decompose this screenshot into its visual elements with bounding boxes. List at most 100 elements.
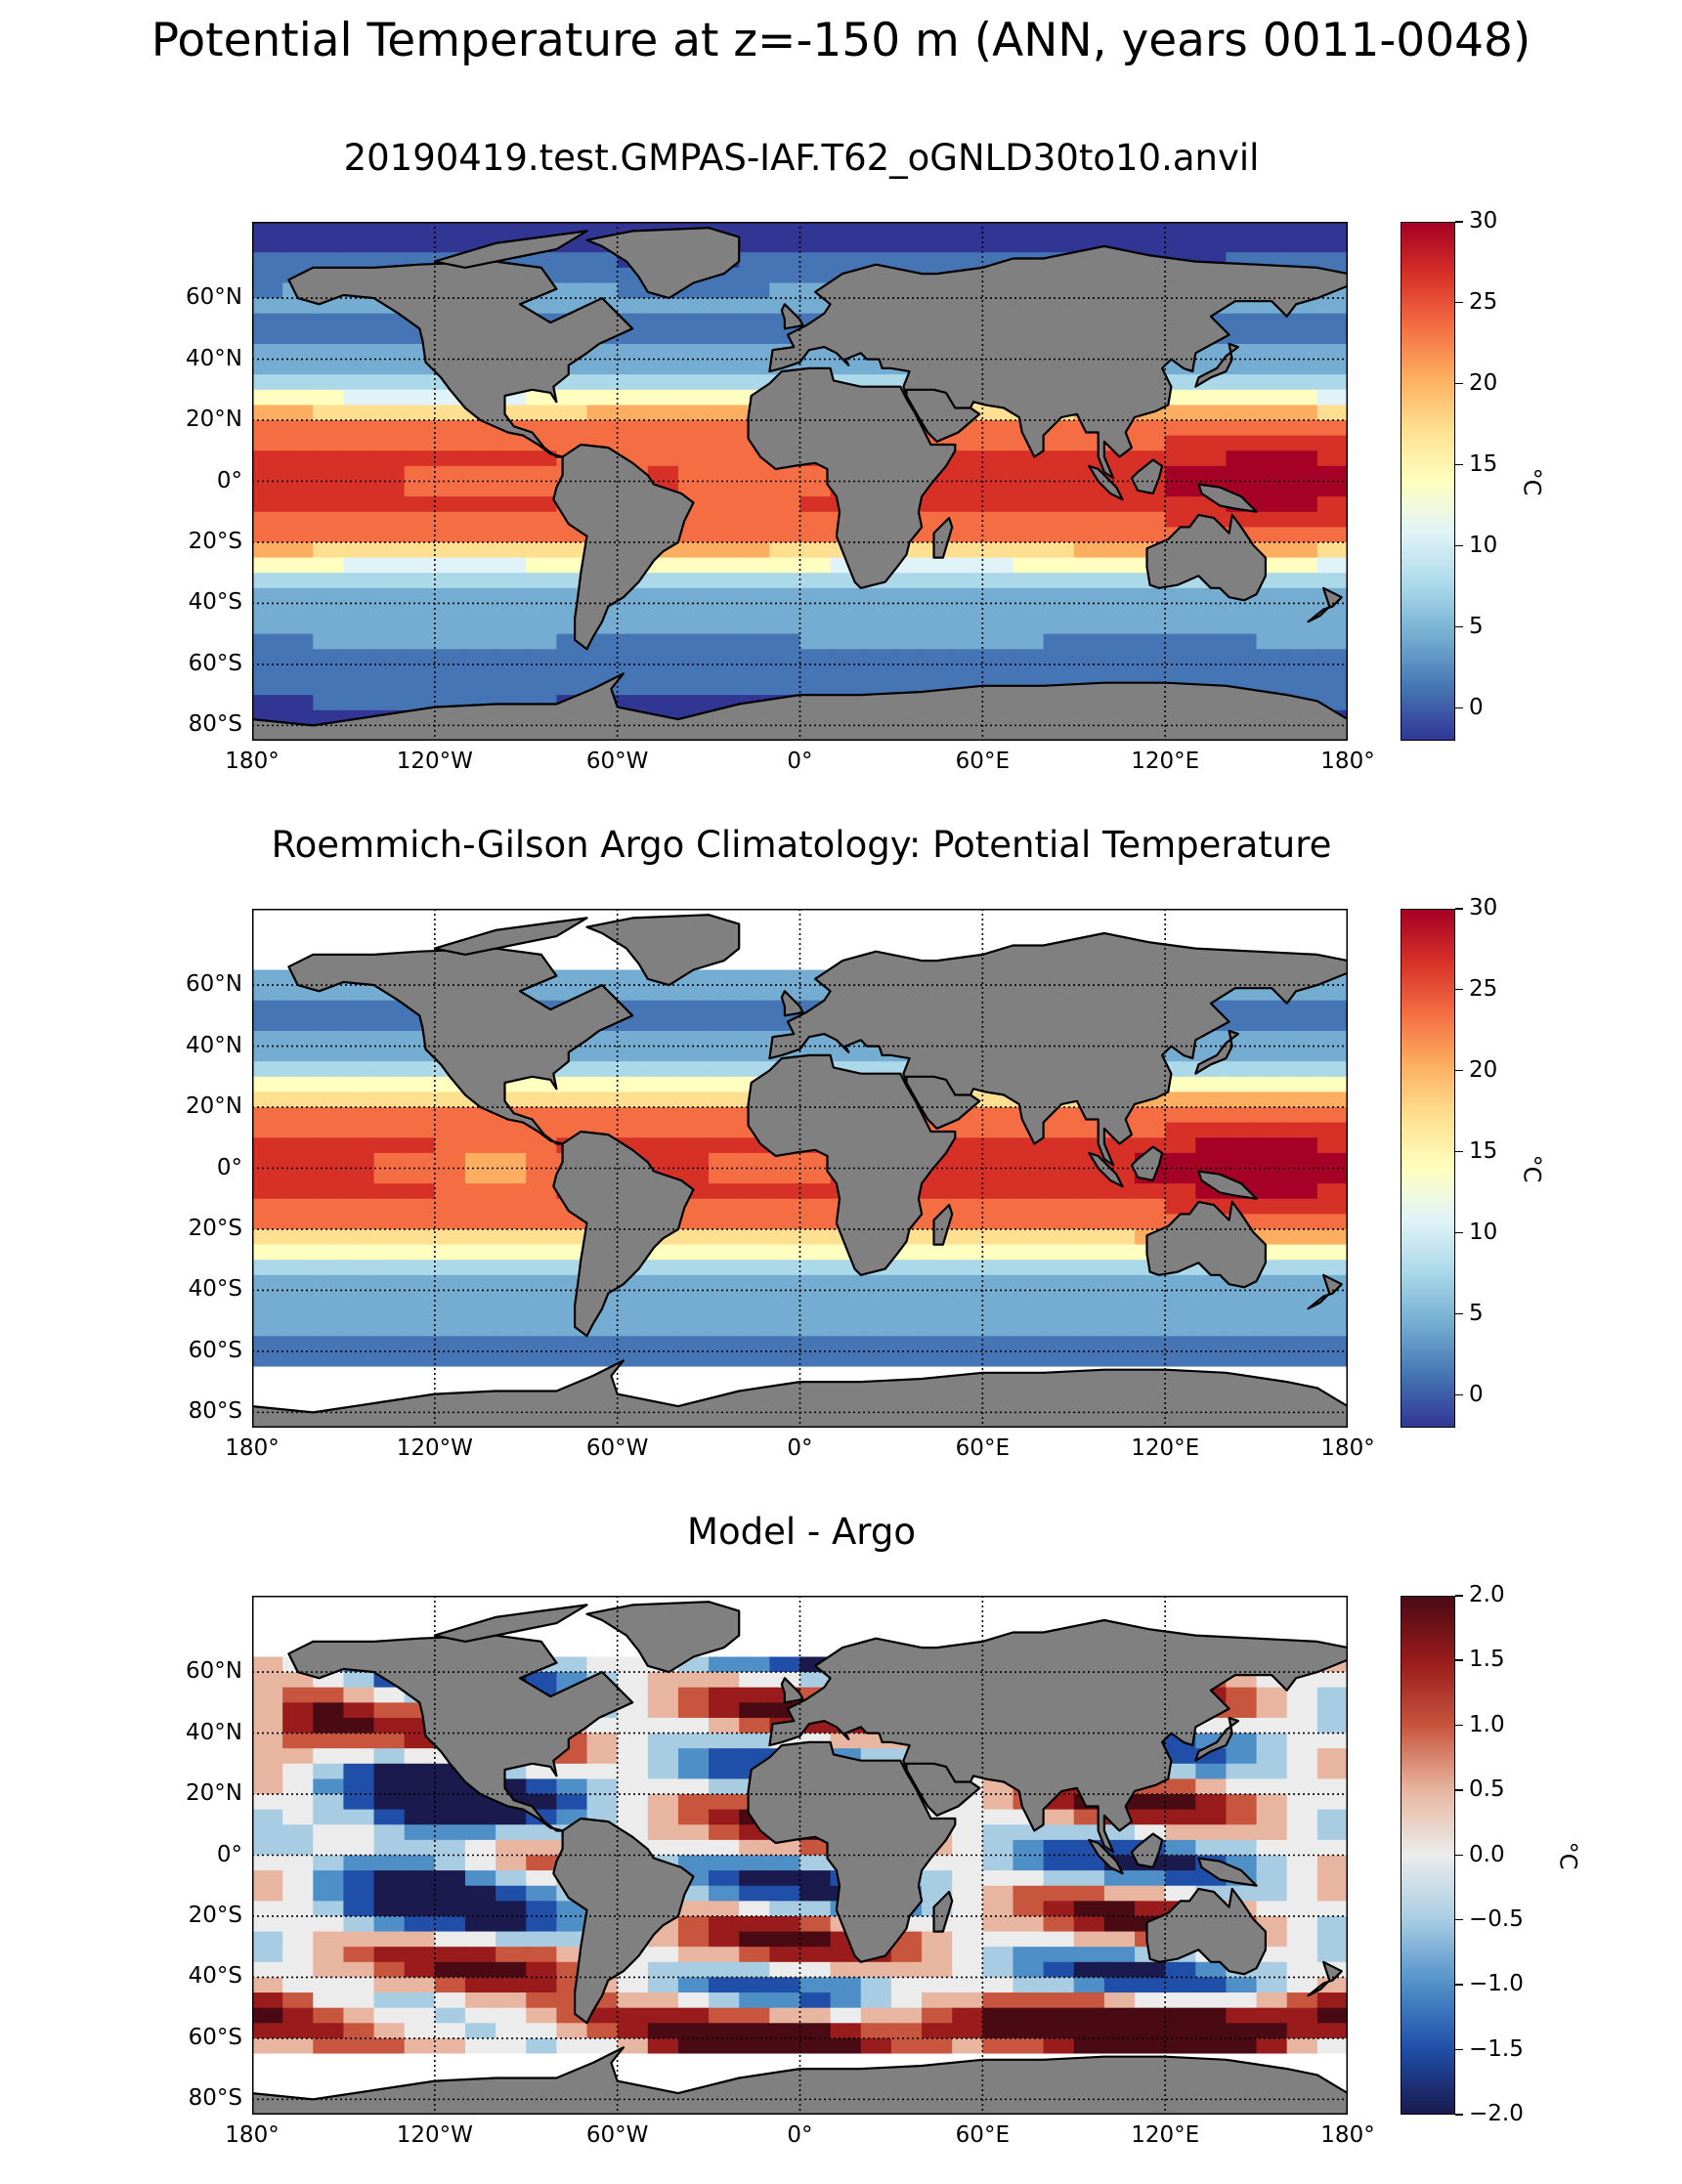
colorbar-tick-mark xyxy=(1455,1918,1463,1921)
lat-tick-label: 80°S xyxy=(188,711,242,738)
colorbar-tick-label: −1.5 xyxy=(1469,2035,1524,2062)
land-madagascar xyxy=(932,1890,954,1933)
map-diff xyxy=(252,1596,1348,2115)
colorbar-obs xyxy=(1401,909,1455,1428)
colorbar-tick-mark xyxy=(1455,2114,1463,2116)
colorbar-units: °C xyxy=(1518,1154,1546,1182)
colorbar-tick-label: 1.5 xyxy=(1469,1647,1505,1673)
colorbar-tick-label: 1.0 xyxy=(1469,1711,1505,1737)
lat-tick-label: 80°S xyxy=(188,1398,242,1425)
lat-tick-label: 40°N xyxy=(186,1032,242,1058)
lon-tick-label: 120°E xyxy=(1131,749,1200,774)
land-newZealand xyxy=(1307,1960,1343,1997)
panel-title-diff: Model - Argo xyxy=(687,1511,916,1553)
land-borneo xyxy=(1130,458,1164,495)
land-australia xyxy=(1145,513,1267,602)
lon-tick-label: 180° xyxy=(1320,749,1375,774)
colorbar-tick-label: 15 xyxy=(1469,1137,1498,1164)
lon-tick-label: 180° xyxy=(225,1435,280,1461)
panel-title-obs: Roemmich-Gilson Argo Climatology: Potent… xyxy=(271,824,1332,866)
lat-tick-label: 20°N xyxy=(186,1780,242,1807)
map-obs xyxy=(252,909,1348,1428)
lon-tick-label: 180° xyxy=(1320,2122,1375,2148)
colorbar-tick-mark xyxy=(1455,988,1463,991)
colorbar-tick-mark xyxy=(1455,1789,1463,1791)
colorbar-tick-mark xyxy=(1455,1069,1463,1072)
lon-tick-label: 60°W xyxy=(585,1435,649,1461)
colorbar-tick-label: 0 xyxy=(1469,1381,1484,1407)
lon-tick-label: 180° xyxy=(225,2122,280,2148)
lon-tick-label: 120°W xyxy=(396,1435,473,1461)
colorbar-tick-mark xyxy=(1455,1393,1463,1396)
land-eurasia xyxy=(768,1618,1348,1854)
lat-tick-label: 60°N xyxy=(186,284,242,311)
colorbar-tick-label: 20 xyxy=(1469,369,1498,396)
figure-title: Potential Temperature at z=-150 m (ANN, … xyxy=(151,14,1531,67)
land-uk xyxy=(780,1677,804,1704)
colorbar-tick-mark xyxy=(1455,463,1463,466)
colorbar-tick-label: 20 xyxy=(1469,1056,1498,1083)
land-arcticIslands xyxy=(433,917,588,956)
colorbar-tick-label: 0.5 xyxy=(1469,1777,1505,1803)
land-madagascar xyxy=(932,516,954,559)
lon-tick-label: 180° xyxy=(1320,1435,1375,1461)
land-newZealand xyxy=(1307,1273,1343,1310)
land-arcticIslands xyxy=(433,1604,588,1643)
lat-tick-label: 0° xyxy=(216,467,242,493)
colorbar-tick-mark xyxy=(1455,301,1463,304)
lon-tick-label: 120°W xyxy=(396,2122,473,2148)
colorbar-tick-label: −1.0 xyxy=(1469,1971,1524,1997)
colorbar-tick-mark xyxy=(1455,2048,1463,2051)
land-northAmerica xyxy=(287,1634,634,1832)
land-newGuinea xyxy=(1197,1857,1258,1887)
colorbar-tick-label: 2.0 xyxy=(1469,1582,1505,1607)
land-uk xyxy=(780,303,804,330)
colorbar-tick-mark xyxy=(1455,707,1463,709)
colorbar-tick-mark xyxy=(1455,1312,1463,1315)
colorbar-tick-mark xyxy=(1455,382,1463,385)
map-frame xyxy=(252,1596,1348,2115)
lat-tick-label: 40°N xyxy=(186,345,242,371)
colorbar-model xyxy=(1401,222,1455,741)
colorbar-tick-mark xyxy=(1455,1724,1463,1727)
lat-tick-label: 20°N xyxy=(186,407,242,433)
map-model xyxy=(252,222,1348,741)
land-arabia xyxy=(905,388,981,443)
colorbar-tick-label: 5 xyxy=(1469,1300,1484,1326)
colorbar-tick-mark xyxy=(1455,1984,1463,1986)
colorbar-tick-label: 0.0 xyxy=(1469,1841,1505,1867)
land-arabia xyxy=(905,1762,981,1817)
land-eurasia xyxy=(768,931,1348,1167)
lon-tick-label: 60°E xyxy=(955,749,1010,774)
colorbar-tick-mark xyxy=(1455,221,1463,223)
land-southAmerica xyxy=(552,1817,695,2025)
colorbar-tick-label: −0.5 xyxy=(1469,1906,1524,1932)
lon-tick-label: 60°E xyxy=(955,2122,1010,2148)
lat-tick-label: 20°S xyxy=(188,1215,242,1241)
colorbar-tick-label: 5 xyxy=(1469,613,1484,639)
lat-tick-label: 40°S xyxy=(188,589,242,616)
lat-tick-label: 0° xyxy=(216,1154,242,1180)
land-newZealand xyxy=(1307,586,1343,623)
lat-tick-label: 40°S xyxy=(188,1963,242,1990)
lon-tick-label: 0° xyxy=(787,749,813,774)
colorbar-tick-label: 10 xyxy=(1469,1219,1498,1245)
lon-tick-label: 120°E xyxy=(1131,2122,1200,2148)
panel-title-model: 20190419.test.GMPAS-IAF.T62_oGNLD30to10.… xyxy=(343,137,1260,179)
lat-tick-label: 20°S xyxy=(188,1902,242,1928)
colorbar-tick-mark xyxy=(1455,1595,1463,1597)
land-newGuinea xyxy=(1197,1170,1258,1200)
map-frame xyxy=(252,222,1348,741)
land-arabia xyxy=(905,1075,981,1130)
land-borneo xyxy=(1130,1832,1164,1869)
land-uk xyxy=(780,990,804,1017)
land-arcticIslands xyxy=(433,230,588,269)
colorbar-diff xyxy=(1401,1596,1455,2115)
colorbar-tick-label: 15 xyxy=(1469,450,1498,477)
colorbar-tick-label: 30 xyxy=(1469,208,1498,234)
lon-tick-label: 0° xyxy=(787,2122,813,2148)
lon-tick-label: 180° xyxy=(225,749,280,774)
colorbar-tick-mark xyxy=(1455,1150,1463,1153)
land-southAmerica xyxy=(552,443,695,651)
lat-tick-label: 60°N xyxy=(186,971,242,998)
